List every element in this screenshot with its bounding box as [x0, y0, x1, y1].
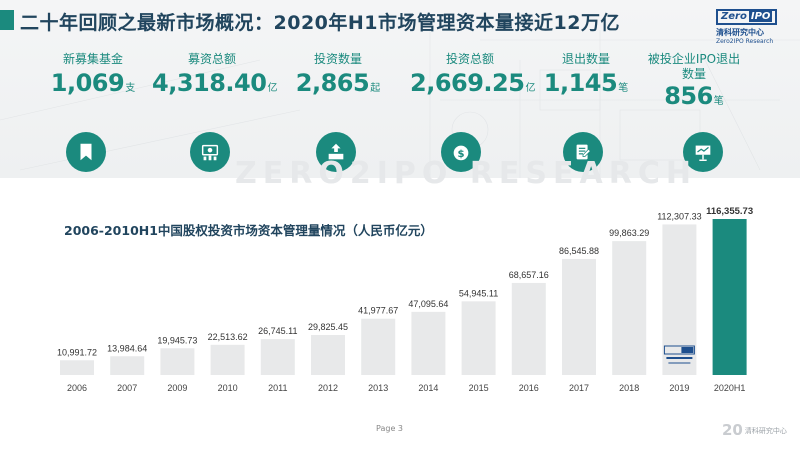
bar-2015	[461, 301, 496, 375]
kpi-value: 2,669.25	[410, 69, 525, 97]
kpi-unit: 亿	[525, 83, 536, 94]
x-tick-2018: 2018	[619, 383, 639, 393]
kpi-label: 被投企业IPO退出数量	[647, 52, 741, 81]
page-number: Page 3	[376, 424, 403, 433]
presentation-icon	[683, 132, 723, 172]
kpi-unit: 笔	[618, 83, 629, 94]
bar-2016	[511, 282, 546, 375]
bar-2006	[60, 360, 94, 375]
kpi-label: 新募集基金	[62, 52, 123, 66]
zero2ipo-logo: Zero IPO 清科研究中心 Zero2IPO Research	[716, 4, 796, 45]
kpi-ipo-exit-count: 被投企业IPO退出数量 856笔	[646, 52, 742, 110]
footer-brand-number: 20	[722, 421, 743, 439]
data-label-2013: 41,977.67	[358, 306, 398, 316]
watermark-text: ZERO2IPO RESEARCH	[235, 156, 697, 191]
svg-text:$: $	[457, 149, 464, 160]
kpi-value: 4,318.40	[152, 69, 267, 97]
bar-2018	[612, 241, 647, 375]
x-tick-2017: 2017	[569, 383, 589, 393]
x-tick-2006: 2006	[67, 383, 87, 393]
data-label-2020H1: 116,355.73	[706, 206, 753, 217]
bar-2012	[311, 335, 345, 375]
logo-wordmark: Zero IPO	[716, 9, 778, 25]
x-tick-2014: 2014	[418, 383, 438, 393]
x-tick-2015: 2015	[469, 383, 489, 393]
kpi-unit: 起	[370, 83, 381, 94]
data-label-2019: 112,307.33	[657, 211, 701, 221]
x-tick-2013: 2013	[368, 383, 388, 393]
x-tick-2010: 2010	[218, 383, 238, 393]
money-bars-icon	[190, 132, 230, 172]
kpi-label: 募资总额	[187, 52, 236, 66]
data-label-2016: 68,657.16	[509, 270, 549, 280]
kpi-label: 投资总额	[445, 52, 494, 66]
data-label-2014: 47,095.64	[408, 299, 448, 309]
kpi-exit-count: 退出数量 1,145笔	[526, 52, 646, 97]
bar-2017	[562, 258, 596, 375]
bar-2007	[110, 356, 145, 375]
document-edit-icon	[563, 132, 603, 172]
bar-2009	[160, 348, 195, 375]
footer-brand-name: 清科研究中心	[744, 426, 787, 435]
bar-2013	[361, 318, 396, 375]
bar-2010	[210, 344, 245, 375]
x-tick-2009: 2009	[167, 383, 187, 393]
footer-brand: 20 清科研究中心	[722, 420, 787, 439]
kpi-investment-total: 投资总额 2,669.25亿	[410, 52, 535, 97]
logo-name-cn: 清科研究中心	[716, 28, 764, 37]
bar-2011	[260, 339, 295, 375]
x-tick-2020H1: 2020H1	[714, 383, 746, 393]
invest-growth-icon	[316, 132, 356, 172]
data-label-2012: 29,825.45	[308, 322, 348, 332]
header-band	[0, 0, 800, 178]
x-tick-2007: 2007	[117, 383, 137, 393]
kpi-label: 退出数量	[561, 52, 610, 66]
kpi-investment-count: 投资数量 2,865起	[278, 52, 398, 97]
kpi-unit: 笔	[713, 96, 724, 107]
x-tick-2011: 2011	[268, 383, 287, 393]
chart-title: 2006-2010H1中国股权投资市场资本管理量情况（人民币亿元）	[64, 223, 433, 238]
kpi-unit: 支	[125, 83, 136, 94]
data-label-2010: 22,513.62	[208, 332, 248, 342]
bookmark-icon	[66, 132, 106, 172]
data-label-2017: 86,545.88	[559, 246, 599, 256]
logo-brand-ipo: IPO	[748, 11, 773, 22]
data-label-2018: 99,863.29	[609, 228, 649, 238]
kpi-value: 1,069	[50, 69, 125, 97]
kpi-unit: 亿	[267, 83, 278, 94]
data-label-2009: 19,945.73	[157, 335, 197, 345]
kpi-value: 856	[664, 82, 713, 110]
data-label-2015: 54,945.11	[459, 288, 498, 298]
kpi-value: 2,865	[295, 69, 370, 97]
logo-brand-zero: Zero	[721, 11, 747, 22]
data-label-2011: 26,745.11	[258, 326, 297, 336]
title-accent-bar	[0, 10, 14, 30]
money-bag-icon: $	[441, 132, 481, 172]
data-label-2007: 13,984.64	[107, 343, 147, 353]
kpi-value: 1,145	[543, 69, 618, 97]
kpi-label: 投资数量	[313, 52, 362, 66]
x-tick-2019: 2019	[669, 383, 689, 393]
kpi-new-funds: 新募集基金 1,069支	[33, 52, 153, 97]
bar-2014	[411, 311, 446, 375]
bar-2020H1	[712, 219, 747, 375]
x-tick-2012: 2012	[318, 383, 338, 393]
data-label-2006: 10,991.72	[57, 347, 97, 357]
page-title: 二十年回顾之最新市场概况：2020年H1市场管理资本量接近12万亿	[20, 12, 620, 34]
x-tick-2016: 2016	[519, 383, 539, 393]
brand-stamp-icon	[663, 345, 695, 364]
logo-name-en: Zero2IPO Research	[716, 38, 774, 45]
kpi-fundraising-total: 募资总额 4,318.40亿	[152, 52, 277, 97]
